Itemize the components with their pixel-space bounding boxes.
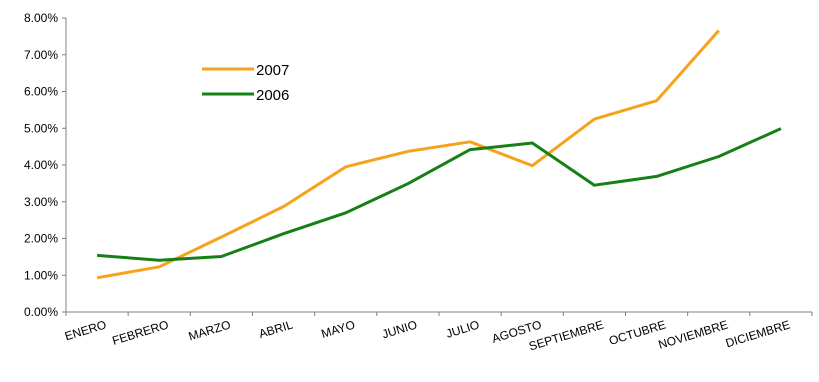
x-tick-label: NOVIEMBRE xyxy=(657,317,730,351)
x-tick-label: MAYO xyxy=(320,317,357,340)
series-lines xyxy=(96,29,782,280)
y-tick-label: 7.00% xyxy=(24,48,58,62)
y-tick-label: 4.00% xyxy=(24,158,58,172)
x-tick-label: JUNIO xyxy=(380,317,419,341)
y-tick-label: 3.00% xyxy=(24,195,58,209)
y-tick-label: 0.00% xyxy=(24,305,58,319)
y-tick-label: 5.00% xyxy=(24,121,58,135)
x-tick-label: DICIEMBRE xyxy=(724,317,792,350)
legend-label-2006: 2006 xyxy=(256,87,289,104)
x-tick-label: FEBRERO xyxy=(111,317,171,347)
x-tick-label: MARZO xyxy=(187,317,233,343)
x-tick-label: JULIO xyxy=(444,317,481,340)
y-tick-label: 1.00% xyxy=(24,268,58,282)
series-line-2007 xyxy=(96,29,720,280)
legend: 2007 2006 xyxy=(202,62,289,104)
legend-label-2007: 2007 xyxy=(256,62,289,79)
x-axis-labels: ENERO FEBRERO MARZO ABRIL MAYO JUNIO JULIO AGOS… xyxy=(63,312,813,353)
y-tick-label: 6.00% xyxy=(24,85,58,99)
y-tick-label: 8.00% xyxy=(24,11,58,25)
y-axis-ticks: 0.00% 1.00% 2.00% 3.00% 4.00% 5.00% 6.00% 7.00%… xyxy=(24,11,66,319)
x-tick-label: ABRIL xyxy=(257,317,295,341)
x-tick-label: ENERO xyxy=(63,317,108,343)
y-tick-label: 2.00% xyxy=(24,232,58,246)
series-line-2006 xyxy=(96,127,782,262)
